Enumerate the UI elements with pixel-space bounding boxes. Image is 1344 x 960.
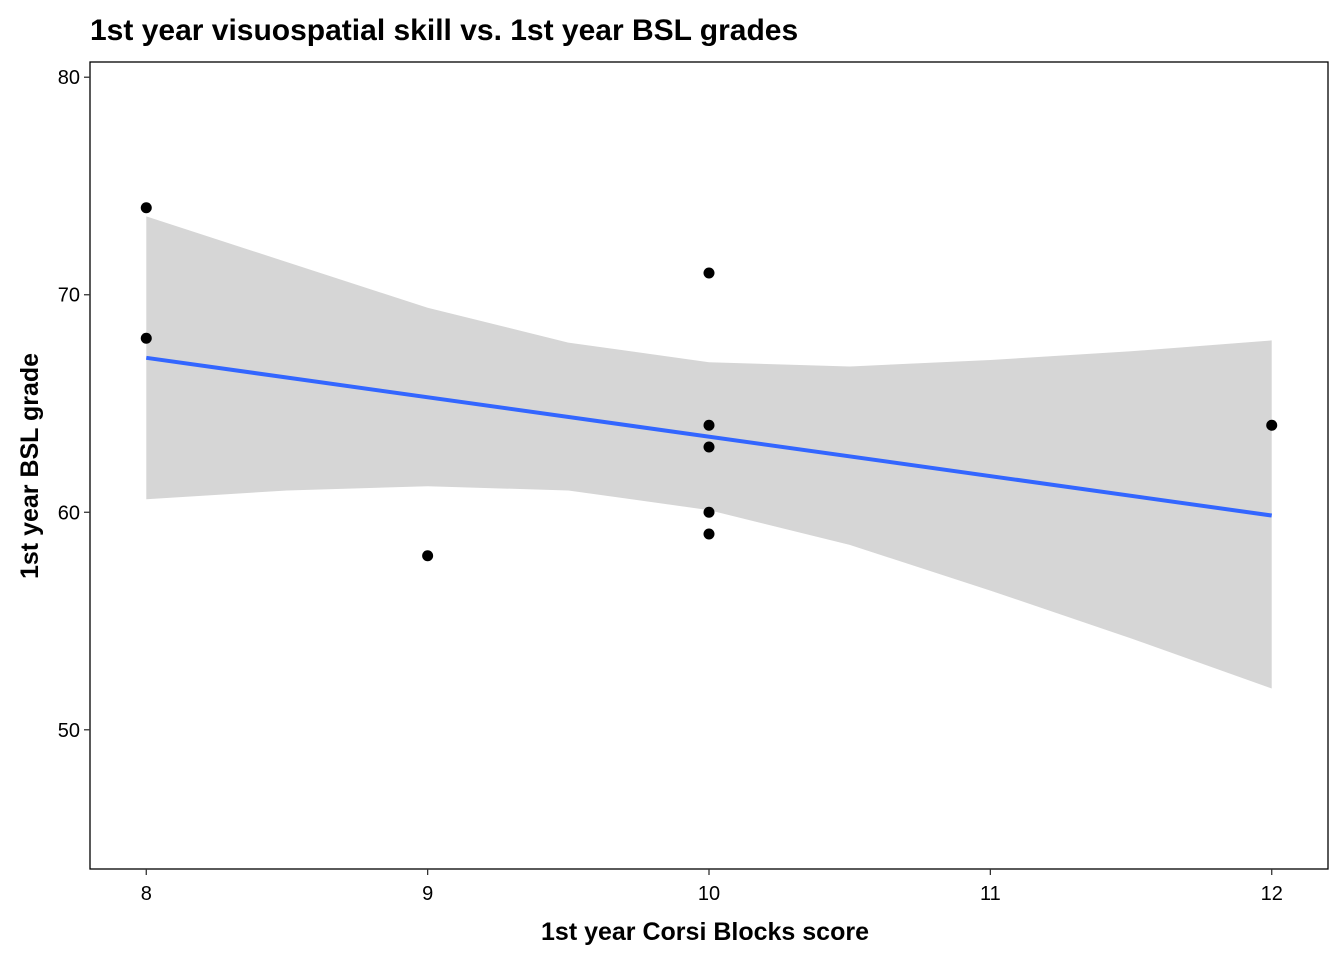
y-axis: 50 60 70 80 bbox=[58, 67, 90, 742]
x-axis: 8 9 10 11 12 bbox=[141, 869, 1283, 905]
y-tick-label: 70 bbox=[58, 285, 80, 307]
x-tick-label: 12 bbox=[1261, 883, 1283, 905]
x-tick-label: 10 bbox=[698, 883, 720, 905]
data-point-7 bbox=[703, 528, 715, 540]
x-tick-label: 11 bbox=[980, 883, 1001, 905]
data-point-3 bbox=[703, 267, 715, 279]
points-layer bbox=[140, 202, 1278, 562]
data-point-2 bbox=[422, 550, 434, 562]
y-tick-label: 60 bbox=[58, 502, 80, 524]
fit-line-layer bbox=[145, 355, 1273, 518]
data-point-4 bbox=[703, 419, 715, 431]
data-point-6 bbox=[703, 506, 715, 518]
regression-line bbox=[145, 355, 1273, 518]
x-tick-label: 9 bbox=[422, 883, 433, 905]
data-point-8 bbox=[1266, 419, 1278, 431]
data-point-0 bbox=[140, 202, 152, 214]
data-point-5 bbox=[703, 441, 715, 453]
y-tick-label: 50 bbox=[58, 720, 80, 742]
chart-title: 1st year visuospatial skill vs. 1st year… bbox=[90, 14, 798, 47]
x-axis-title: 1st year Corsi Blocks score bbox=[541, 918, 869, 946]
data-point-1 bbox=[140, 332, 152, 344]
x-tick-label: 8 bbox=[141, 883, 152, 905]
y-axis-title: 1st year BSL grade bbox=[16, 353, 44, 579]
y-tick-label: 80 bbox=[58, 67, 80, 89]
